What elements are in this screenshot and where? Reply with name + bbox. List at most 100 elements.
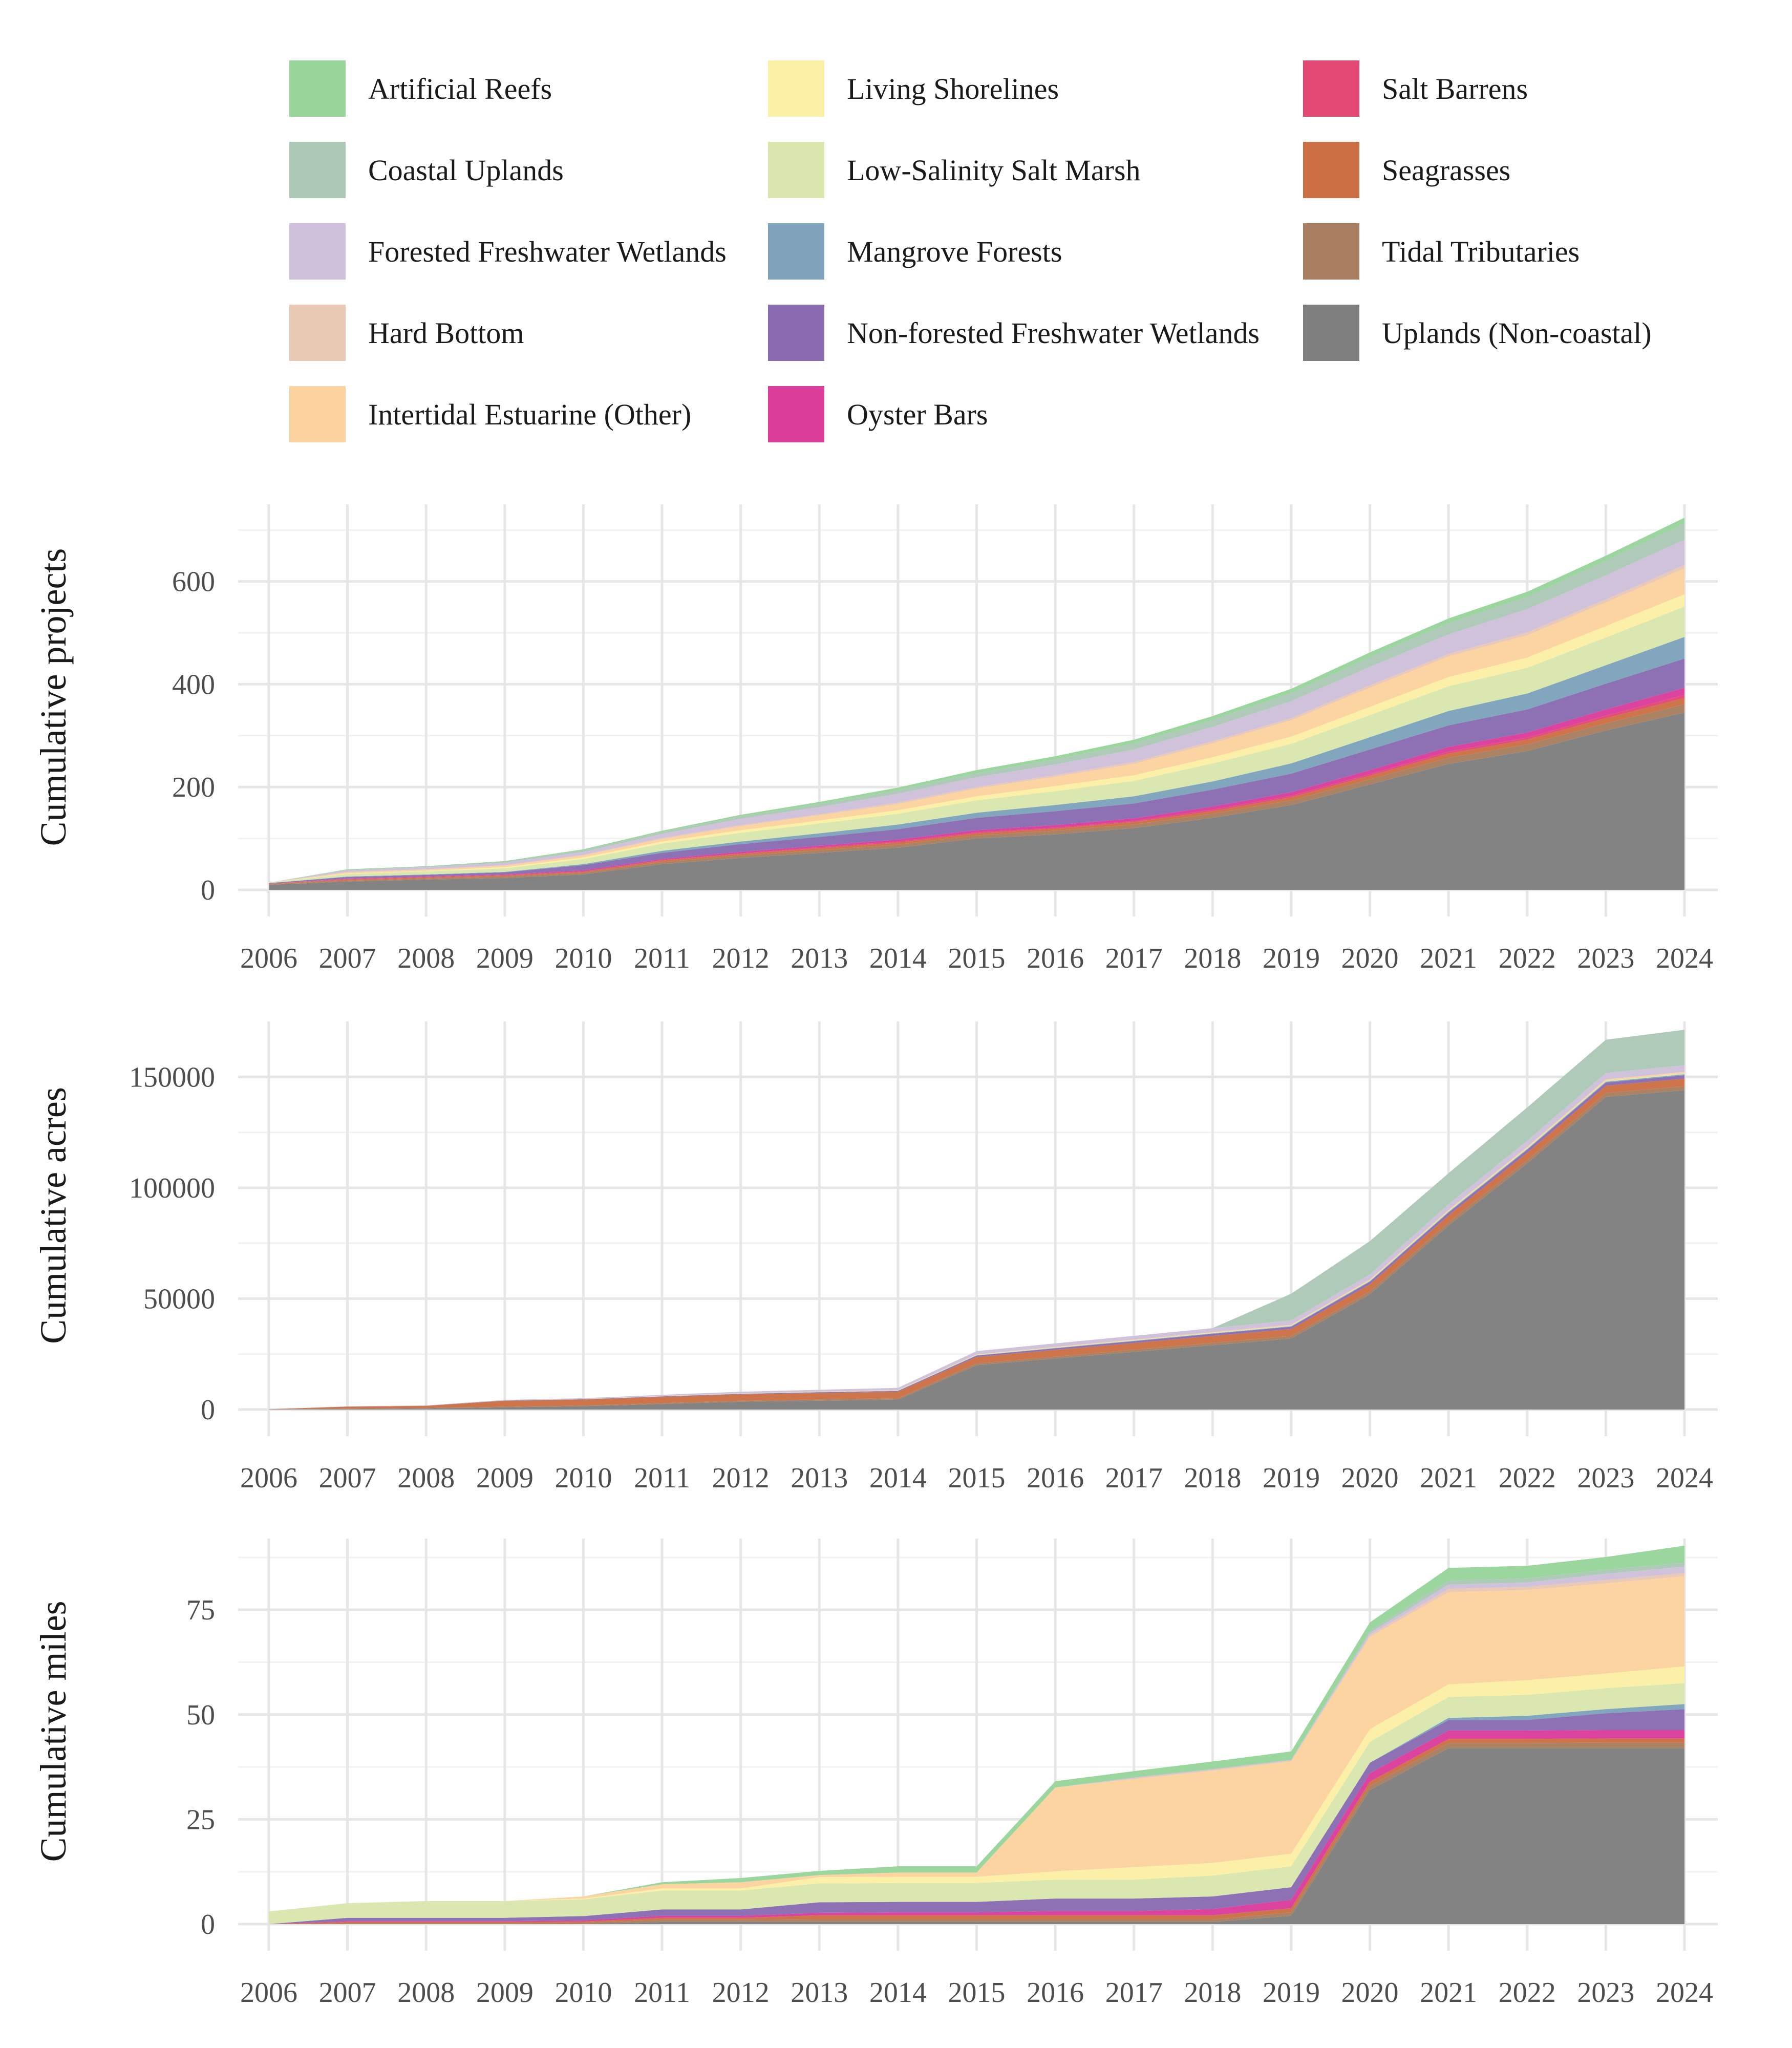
- x-tick-label: 2024: [1656, 1462, 1713, 1494]
- stacked-areas: [269, 1545, 1684, 1924]
- legend-label: Uplands (Non-coastal): [1382, 316, 1652, 350]
- legend-label: Living Shorelines: [847, 72, 1059, 105]
- x-tick-label: 2014: [869, 943, 927, 974]
- y-tick-labels: 0 200 400 600: [172, 566, 215, 906]
- x-tick-label: 2020: [1341, 1977, 1399, 2009]
- chart-legend: Artificial Reefs Coastal Uplands Forested …: [0, 0, 1792, 461]
- legend-swatch: [1303, 223, 1359, 280]
- y-tick-label: 0: [201, 1909, 215, 1940]
- x-tick-label: 2023: [1577, 1462, 1634, 1494]
- x-tick-labels: 2006 2007 2008 2009 2010 2011 2012 2013 2014 2015…: [240, 1977, 1713, 2009]
- x-tick-label: 2007: [319, 1977, 376, 2009]
- x-tick-label: 2013: [791, 1977, 848, 2009]
- legend-swatch: [289, 386, 346, 442]
- area-uplands-non-coastal: [269, 1748, 1684, 1924]
- legend-swatch: [768, 60, 824, 117]
- y-tick-label: 150000: [129, 1061, 215, 1093]
- y-tick-label: 50: [186, 1699, 215, 1731]
- x-tick-label: 2010: [554, 1462, 612, 1494]
- legend-label: Non-forested Freshwater Wetlands: [847, 316, 1260, 350]
- legend-label: Seagrasses: [1382, 153, 1511, 187]
- legend-label: Tidal Tributaries: [1382, 234, 1580, 268]
- y-tick-label: 400: [172, 669, 215, 700]
- y-tick-label: 75: [186, 1594, 215, 1626]
- legend-item-low-salinity-salt-marsh: Low-Salinity Salt Marsh: [768, 142, 1141, 198]
- x-tick-label: 2006: [240, 1977, 297, 2009]
- legend-swatch: [289, 60, 346, 117]
- legend-label: Intertidal Estuarine (Other): [368, 397, 692, 431]
- x-tick-label: 2013: [791, 1462, 848, 1494]
- x-tick-label: 2009: [476, 943, 534, 974]
- x-tick-label: 2019: [1263, 1977, 1320, 2009]
- y-tick-label: 25: [186, 1804, 215, 1836]
- y-tick-label: 0: [201, 1394, 215, 1426]
- x-tick-label: 2018: [1184, 943, 1241, 974]
- x-tick-label: 2017: [1105, 1462, 1163, 1494]
- legend-swatch: [289, 142, 346, 198]
- y-axis-title: Cumulative projects: [33, 548, 74, 846]
- legend-label: Coastal Uplands: [368, 153, 564, 187]
- y-tick-label: 100000: [129, 1172, 215, 1204]
- x-tick-label: 2016: [1027, 1977, 1084, 2009]
- x-tick-label: 2011: [634, 1462, 690, 1494]
- x-tick-label: 2015: [948, 1462, 1006, 1494]
- x-tick-label: 2012: [712, 943, 770, 974]
- x-tick-label: 2007: [319, 1462, 376, 1494]
- x-tick-label: 2015: [948, 1977, 1006, 2009]
- area-intertidal-estuarine-other: [269, 1576, 1684, 1912]
- x-tick-label: 2017: [1105, 943, 1163, 974]
- legend-label: Artificial Reefs: [368, 72, 552, 105]
- x-tick-label: 2007: [319, 943, 376, 974]
- legend-item-seagrasses: Seagrasses: [1303, 142, 1510, 198]
- y-tick-labels: 0 25 50 75: [186, 1594, 215, 1940]
- x-tick-label: 2014: [869, 1462, 927, 1494]
- x-tick-label: 2016: [1027, 1462, 1084, 1494]
- legend-swatch: [1303, 142, 1359, 198]
- y-tick-label: 200: [172, 772, 215, 803]
- legend-item-forested-freshwater-wetlands: Forested Freshwater Wetlands: [289, 223, 727, 280]
- y-axis-title: Cumulative miles: [33, 1601, 74, 1862]
- x-tick-label: 2013: [791, 943, 848, 974]
- x-tick-label: 2010: [554, 943, 612, 974]
- x-tick-label: 2016: [1027, 943, 1084, 974]
- x-tick-label: 2011: [634, 1977, 690, 2009]
- legend-item-artificial-reefs: Artificial Reefs: [289, 60, 552, 117]
- y-axis-title: Cumulative acres: [33, 1087, 74, 1344]
- x-tick-label: 2006: [240, 943, 297, 974]
- x-tick-label: 2019: [1263, 943, 1320, 974]
- x-tick-label: 2018: [1184, 1462, 1241, 1494]
- stacked-areas: [269, 1030, 1684, 1410]
- legend-label: Hard Bottom: [368, 316, 524, 350]
- x-tick-label: 2021: [1420, 1977, 1477, 2009]
- legend-item-intertidal-estuarine-other: Intertidal Estuarine (Other): [289, 386, 691, 442]
- legend-item-salt-barrens: Salt Barrens: [1303, 60, 1528, 117]
- x-tick-label: 2008: [397, 1462, 455, 1494]
- legend-label: Oyster Bars: [847, 397, 988, 431]
- area-uplands-non-coastal: [269, 712, 1684, 890]
- legend-swatch: [768, 142, 824, 198]
- x-tick-label: 2012: [712, 1977, 770, 2009]
- y-tick-labels: 0 50000 100000 150000: [129, 1061, 215, 1426]
- legend-label: Mangrove Forests: [847, 234, 1062, 268]
- x-tick-label: 2022: [1499, 1977, 1556, 2009]
- x-tick-label: 2023: [1577, 943, 1634, 974]
- x-tick-label: 2015: [948, 943, 1006, 974]
- legend-item-non-forested-freshwater-wetlands: Non-forested Freshwater Wetlands: [768, 305, 1260, 361]
- legend-item-mangrove-forests: Mangrove Forests: [768, 223, 1062, 280]
- legend-item-oyster-bars: Oyster Bars: [768, 386, 988, 442]
- area-low-salinity-salt-marsh: [269, 1683, 1684, 1924]
- legend-swatch: [768, 386, 824, 442]
- x-tick-label: 2022: [1499, 943, 1556, 974]
- legend-swatch: [289, 223, 346, 280]
- x-tick-label: 2011: [634, 943, 690, 974]
- stacked-areas: [269, 518, 1684, 890]
- legend-label: Salt Barrens: [1382, 72, 1528, 105]
- x-tick-label: 2014: [869, 1977, 927, 2009]
- x-tick-labels: 2006 2007 2008 2009 2010 2011 2012 2013 2014 2015…: [240, 1462, 1713, 1494]
- x-tick-label: 2006: [240, 1462, 297, 1494]
- area-coastal-uplands: [269, 1030, 1684, 1410]
- legend-item-tidal-tributaries: Tidal Tributaries: [1303, 223, 1580, 280]
- legend-item-coastal-uplands: Coastal Uplands: [289, 142, 564, 198]
- area-living-shorelines: [269, 1666, 1684, 1912]
